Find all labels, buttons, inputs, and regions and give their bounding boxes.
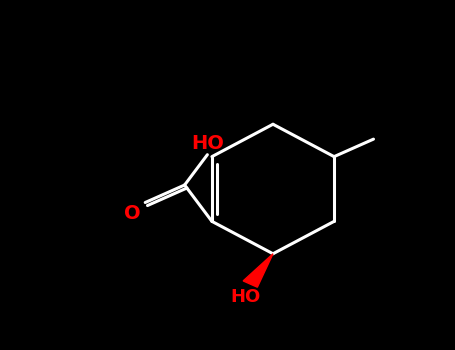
Text: HO: HO <box>191 134 224 153</box>
Text: O: O <box>124 204 141 223</box>
Text: HO: HO <box>231 288 261 306</box>
Polygon shape <box>243 254 273 287</box>
